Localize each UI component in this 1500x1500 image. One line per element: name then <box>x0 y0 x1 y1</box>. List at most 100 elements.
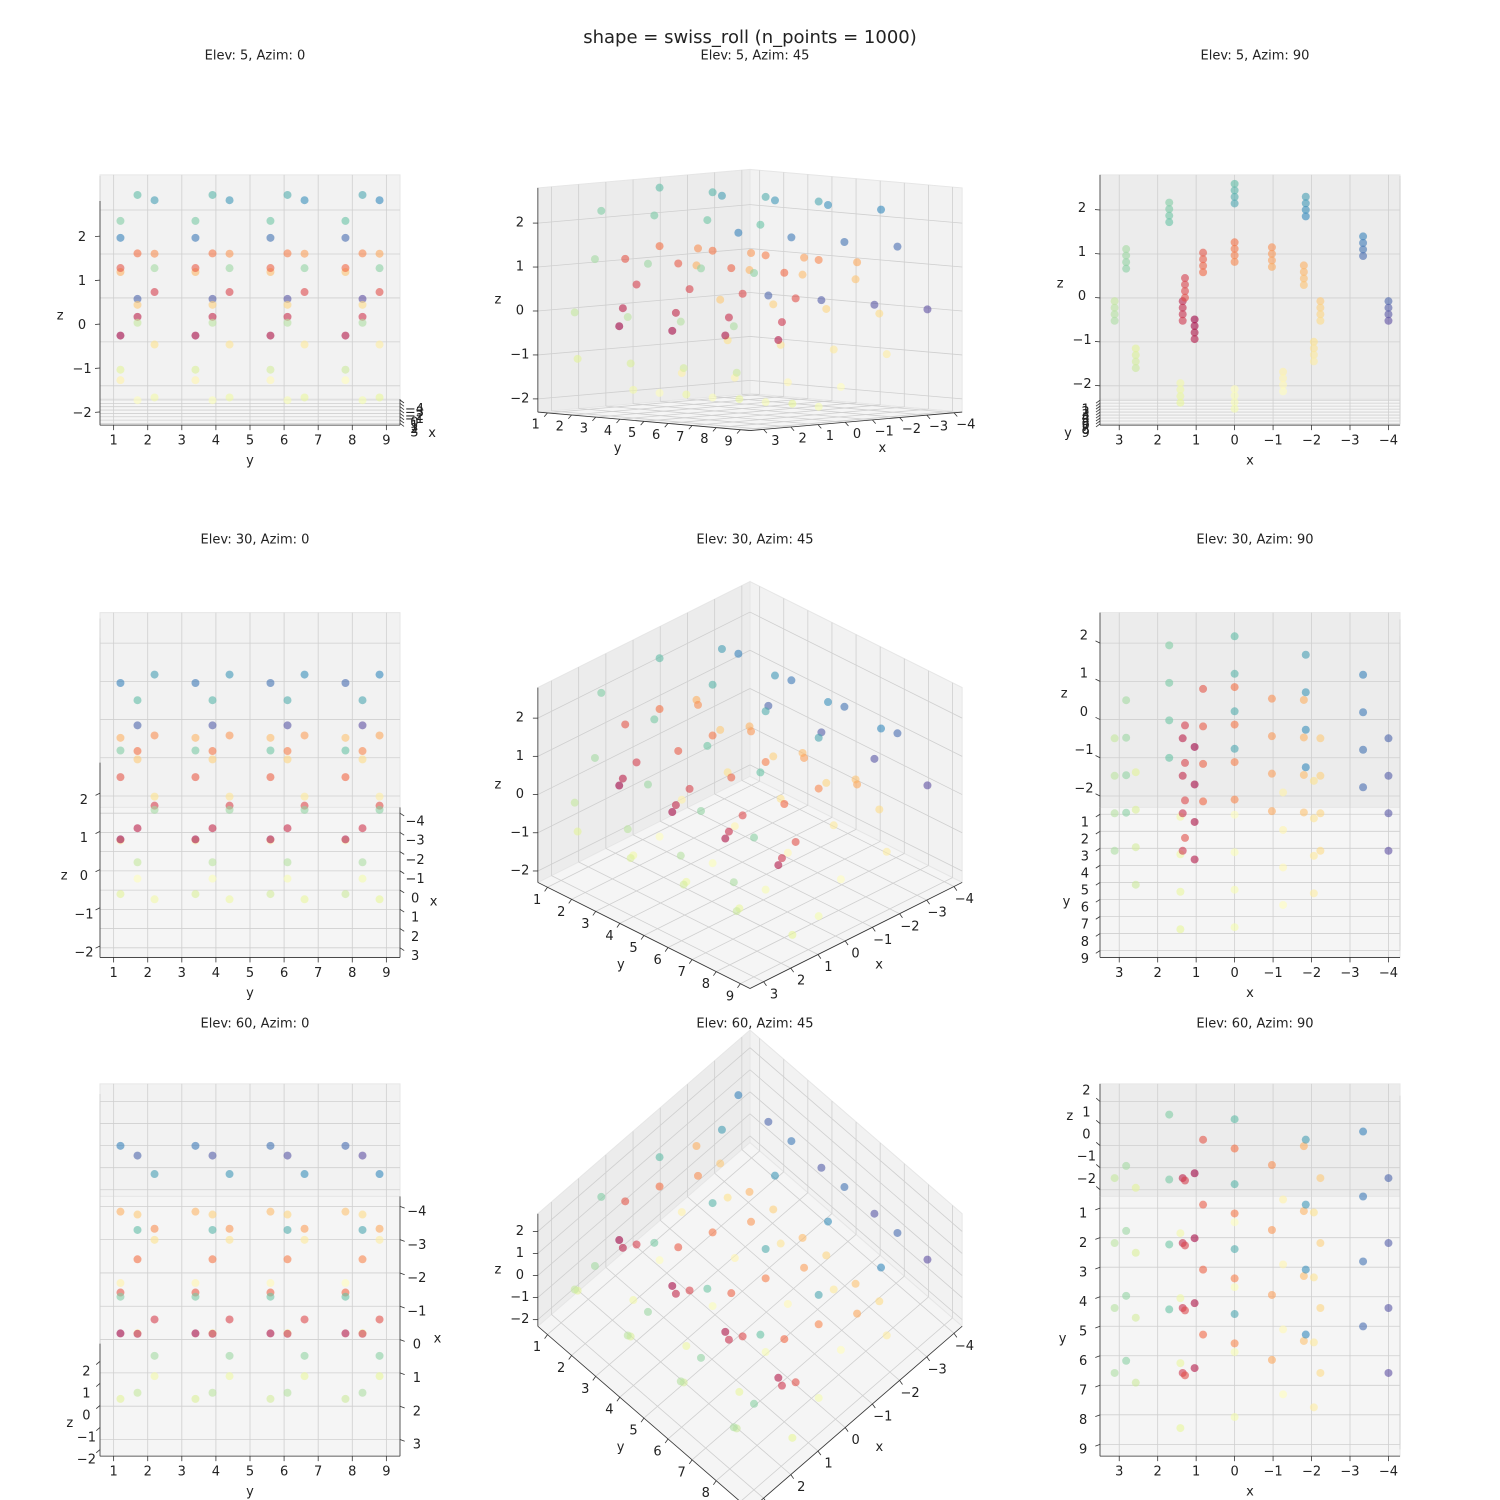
point <box>1110 734 1119 743</box>
grid-line <box>749 649 963 757</box>
grid-line <box>749 204 963 224</box>
point <box>1122 771 1131 780</box>
grid-line <box>643 829 857 936</box>
point <box>893 1228 902 1237</box>
z-tick-label: 1 <box>1082 1106 1090 1121</box>
y-tick-label: 8 <box>1081 423 1089 438</box>
point <box>829 821 838 830</box>
point <box>358 874 367 883</box>
point <box>1110 809 1119 818</box>
x-tick-label: 0 <box>852 1433 860 1448</box>
y-tick <box>713 1480 717 1486</box>
grid-line <box>716 408 929 429</box>
point <box>650 715 659 724</box>
point <box>717 191 726 200</box>
y-tick-label: 6 <box>1081 417 1089 432</box>
z-tick-label: −1 <box>510 347 529 362</box>
point <box>655 183 664 192</box>
point <box>191 890 200 899</box>
y-tick <box>1095 1266 1101 1270</box>
grid-line <box>537 379 751 400</box>
point <box>875 1297 884 1306</box>
point <box>133 396 142 405</box>
point <box>375 670 384 679</box>
point <box>761 398 770 407</box>
z-tick <box>1095 793 1101 797</box>
y-tick <box>640 421 645 426</box>
point <box>1181 1176 1189 1185</box>
point <box>133 294 142 303</box>
z-tick-label: −2 <box>77 1453 96 1468</box>
x-tick-label: −2 <box>902 422 921 437</box>
y-tick-label: 1 <box>1081 402 1089 417</box>
point <box>618 1243 627 1252</box>
point <box>1359 670 1368 679</box>
point <box>1316 846 1325 855</box>
point <box>266 678 275 687</box>
point <box>1384 846 1393 855</box>
z-tick <box>95 945 101 949</box>
x-tick-label: −2 <box>406 853 425 868</box>
point <box>1131 357 1140 366</box>
y-tick-label: 2 <box>557 1361 565 1376</box>
point <box>761 1348 770 1357</box>
point <box>1178 316 1187 325</box>
point <box>1309 1338 1318 1347</box>
point <box>1178 809 1187 818</box>
point <box>1190 855 1199 864</box>
point <box>626 854 635 863</box>
point <box>836 382 845 391</box>
y-tick-label: 7 <box>1079 1383 1087 1398</box>
point <box>1190 328 1199 337</box>
grid-line <box>537 726 751 834</box>
point <box>1230 244 1239 253</box>
z-axis-label: z <box>1066 1109 1073 1124</box>
z-tick-label: −2 <box>510 1312 529 1327</box>
z-tick-label: −1 <box>1074 743 1093 758</box>
point <box>191 746 200 755</box>
point <box>283 721 292 730</box>
z-tick <box>95 1383 101 1387</box>
point <box>1267 243 1276 252</box>
point <box>643 780 652 789</box>
x-tick-label: 0 <box>1230 1465 1238 1480</box>
point <box>724 313 733 322</box>
point <box>358 1255 367 1264</box>
z-tick <box>1095 640 1101 644</box>
point <box>225 670 234 679</box>
point <box>632 280 641 289</box>
point <box>1316 310 1325 319</box>
point <box>116 376 125 385</box>
point <box>764 291 773 300</box>
z-tick-label: 1 <box>82 1386 90 1401</box>
point <box>1384 1239 1393 1248</box>
grid-line <box>537 764 751 872</box>
point <box>788 399 797 408</box>
point <box>1279 825 1288 834</box>
point <box>685 784 694 793</box>
point <box>716 295 725 304</box>
point <box>1131 351 1140 360</box>
point <box>1316 316 1325 325</box>
point <box>761 1274 770 1283</box>
point <box>1181 1241 1189 1250</box>
point <box>266 1207 275 1216</box>
point <box>1181 287 1189 296</box>
point <box>300 1170 309 1179</box>
point <box>1359 783 1368 792</box>
point <box>1301 192 1310 201</box>
point <box>150 1224 159 1233</box>
point <box>814 733 823 742</box>
y-tick-label: 6 <box>1079 1354 1087 1369</box>
x-tick-label: 2 <box>797 974 805 989</box>
point <box>679 364 688 373</box>
x-tick-label: −1 <box>1263 966 1282 981</box>
point <box>1122 264 1131 273</box>
point <box>1309 344 1318 353</box>
y-tick <box>1095 423 1101 428</box>
point <box>769 1205 778 1214</box>
point <box>829 1285 838 1294</box>
point <box>266 773 275 782</box>
point <box>814 1393 823 1402</box>
point <box>1230 1274 1239 1283</box>
